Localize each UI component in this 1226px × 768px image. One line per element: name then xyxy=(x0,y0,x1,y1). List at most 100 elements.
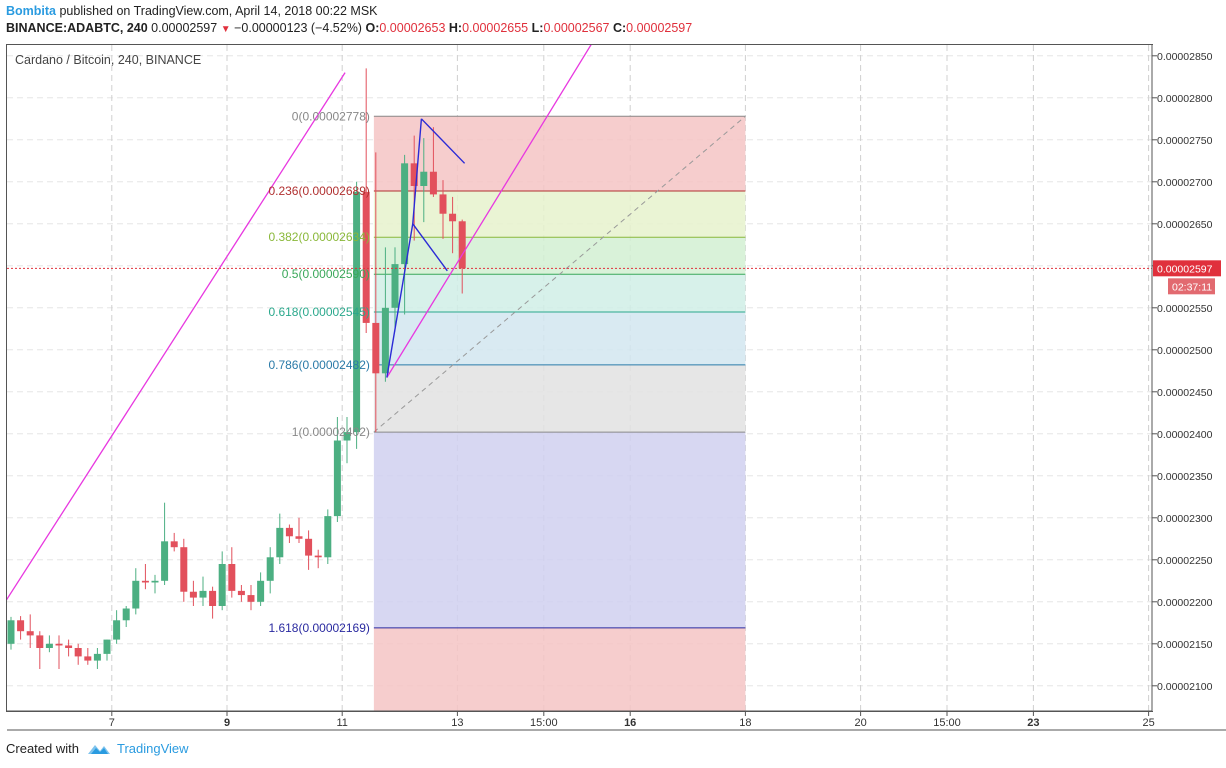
last-price-tag-label: 0.00002597 xyxy=(1157,263,1213,275)
y-tick-label: 0.00002350 xyxy=(1157,471,1213,483)
x-tick-label: 23 xyxy=(1027,717,1039,729)
candle-body xyxy=(55,643,63,646)
fib-level-label: 1(0.00002402) xyxy=(292,425,370,439)
published-text: published on TradingView.com, April 14, … xyxy=(59,4,378,18)
close-label: C: xyxy=(612,21,627,35)
pattern-flag-upper xyxy=(420,118,466,164)
candle-body xyxy=(122,608,130,621)
x-tick-label: 9 xyxy=(224,717,230,729)
candle-body xyxy=(391,264,399,308)
candle-body xyxy=(36,635,44,648)
candle-body xyxy=(74,648,82,657)
candle-body xyxy=(247,595,255,602)
high-label: H: xyxy=(448,21,463,35)
down-arrow-icon: ▼ xyxy=(220,24,231,35)
candle-body xyxy=(151,580,159,583)
y-tick-label: 0.00002200 xyxy=(1157,597,1213,609)
fib-level-label: 0(0.00002778) xyxy=(292,109,370,123)
last-price-tag xyxy=(1153,260,1221,277)
x-tick-label: 20 xyxy=(854,717,866,729)
pattern-flag-lower xyxy=(412,223,448,272)
y-tick-label: 0.00002300 xyxy=(1157,513,1213,525)
candle-body xyxy=(141,580,149,583)
candle-body xyxy=(420,171,428,186)
candle-body xyxy=(295,536,303,539)
tradingview-logo-icon xyxy=(87,744,110,754)
x-tick-label: 18 xyxy=(739,717,751,729)
candle-body xyxy=(343,432,351,441)
candle-body xyxy=(93,653,101,661)
low-label: L: xyxy=(531,21,544,35)
fib-zone xyxy=(373,432,746,628)
price-chart[interactable]: 0(0.00002778) 0.236(0.00002689) 0.382(0.00… xyxy=(0,0,1226,740)
candle-body xyxy=(276,527,284,558)
candle-body xyxy=(257,580,265,602)
candle-body xyxy=(161,541,169,581)
candle-body xyxy=(381,307,389,374)
fib-zone xyxy=(373,274,746,312)
plot-area xyxy=(7,45,1152,711)
low-value: 0.00002567 xyxy=(543,21,610,35)
candle-body xyxy=(449,213,457,222)
y-tick-label: 0.00002750 xyxy=(1157,135,1213,147)
symbol-name: BINANCE:ADABTC, 240 xyxy=(6,21,148,35)
x-tick-label: 15:00 xyxy=(530,717,558,729)
x-tick-label: 11 xyxy=(336,717,347,729)
candle-body xyxy=(84,656,92,661)
footer: Created with TradingView xyxy=(6,741,189,756)
fib-level-label: 0.786(0.00002482) xyxy=(268,358,369,372)
candle-body xyxy=(458,221,466,269)
candle-body xyxy=(132,580,140,609)
fib-level-label: 0.236(0.00002689) xyxy=(268,184,369,198)
x-tick-label: 13 xyxy=(451,717,463,729)
x-tick-label: 25 xyxy=(1142,717,1154,729)
header: Bombita published on TradingView.com, Ap… xyxy=(0,0,1226,42)
candle-body xyxy=(237,590,245,596)
countdown-label: 02:37:11 xyxy=(1172,281,1212,293)
candle-body xyxy=(209,590,217,606)
candle-body xyxy=(266,557,274,581)
candle-body xyxy=(180,547,188,592)
last-price: 0.00002597 xyxy=(151,21,218,35)
fib-level-label: 0.382(0.00002634) xyxy=(268,230,369,244)
candle-body xyxy=(372,322,380,374)
fib-level-label: 0.618(0.00002545) xyxy=(268,305,369,319)
candle-body xyxy=(7,620,15,644)
candle-body xyxy=(353,191,361,433)
tradingview-link[interactable]: TradingView xyxy=(87,741,189,756)
created-with-text: Created with xyxy=(6,741,79,756)
y-tick-label: 0.00002650 xyxy=(1157,219,1213,231)
close-value: 0.00002597 xyxy=(626,21,693,35)
candle-body xyxy=(65,645,73,648)
publish-line: Bombita published on TradingView.com, Ap… xyxy=(6,4,378,18)
countdown-tag xyxy=(1168,278,1215,295)
candle-body xyxy=(17,620,25,632)
fib-level-label: 0.5(0.00002590) xyxy=(282,267,370,281)
tradingview-brand: TradingView xyxy=(116,741,189,756)
author-link[interactable]: Bombita xyxy=(6,4,56,18)
candle-body xyxy=(439,194,447,214)
fib-diagonal-line xyxy=(373,115,746,433)
candle-body xyxy=(26,631,34,636)
x-tick-label: 15:00 xyxy=(933,717,961,729)
candle-body xyxy=(314,555,322,558)
candle-body xyxy=(218,564,226,606)
left-channel-line xyxy=(7,72,346,601)
y-tick-label: 0.00002500 xyxy=(1157,345,1213,357)
candle-body xyxy=(170,541,178,548)
fib-level-label: 1.618(0.00002169) xyxy=(268,621,369,635)
candle-body xyxy=(199,590,207,598)
fib-zone xyxy=(373,364,746,433)
candle-body xyxy=(410,163,418,186)
y-tick-label: 0.00002400 xyxy=(1157,429,1213,441)
fib-zone xyxy=(373,312,746,365)
y-tick-label: 0.00002250 xyxy=(1157,555,1213,567)
open-label: O: xyxy=(365,21,380,35)
y-tick-label: 0.00002800 xyxy=(1157,93,1213,105)
candle-body xyxy=(401,163,409,265)
candle-body xyxy=(113,620,121,640)
candle-body xyxy=(103,639,111,654)
y-tick-label: 0.00002100 xyxy=(1157,681,1213,693)
candle-body xyxy=(324,516,332,558)
high-value: 0.00002655 xyxy=(462,21,529,35)
